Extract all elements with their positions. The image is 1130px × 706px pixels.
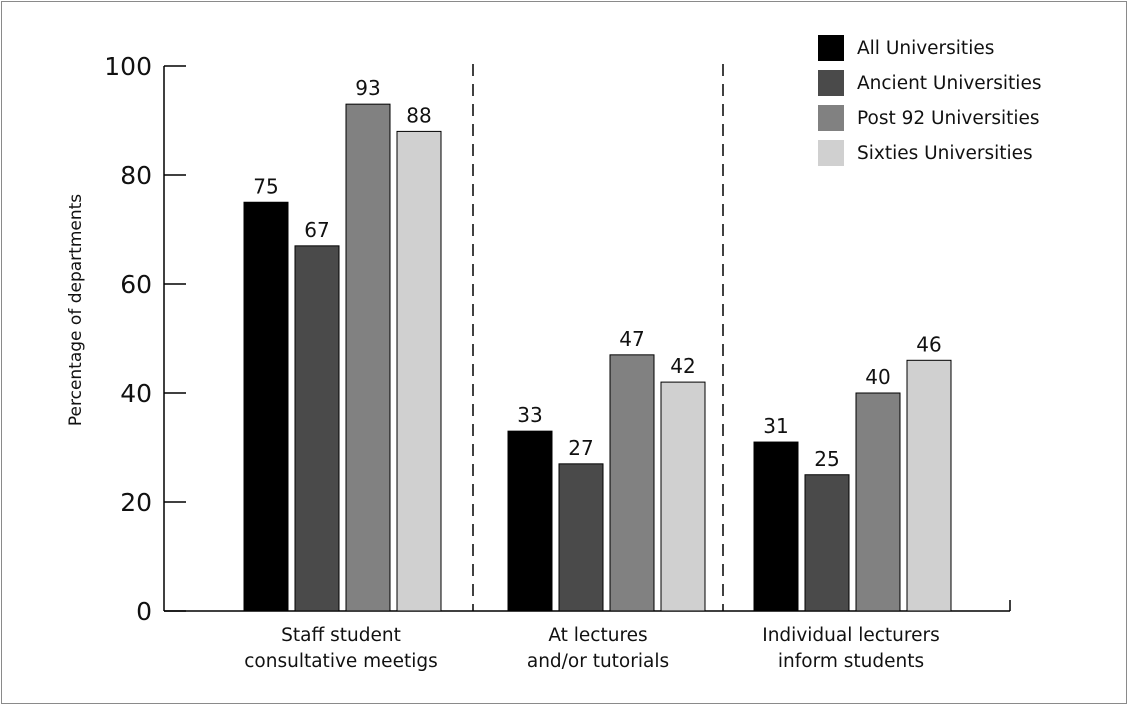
axes: 0 20 40 60 80 100 bbox=[104, 52, 1011, 626]
y-axis-title: Percentage of departments bbox=[66, 194, 86, 426]
bar bbox=[660, 381, 706, 612]
category-label-line: consultative meetigs bbox=[244, 651, 437, 672]
y-tick-label: 40 bbox=[120, 379, 152, 408]
bar-value-label: 46 bbox=[916, 332, 941, 356]
legend-swatch bbox=[818, 35, 844, 61]
bar bbox=[507, 430, 553, 612]
category-label-line: inform students bbox=[778, 651, 924, 672]
y-tick-label: 0 bbox=[136, 597, 152, 626]
bar-value-label: 25 bbox=[814, 447, 839, 471]
bar bbox=[243, 201, 289, 612]
category-label-line: At lectures bbox=[548, 625, 647, 646]
category-label-line: and/or tutorials bbox=[527, 651, 669, 672]
category-label-line: Individual lecturers bbox=[762, 625, 939, 646]
bar-value-label: 31 bbox=[763, 414, 788, 438]
category-label: At lectures and/or tutorials bbox=[527, 625, 669, 672]
bars bbox=[243, 103, 952, 612]
bar bbox=[804, 474, 850, 612]
bar-value-label: 42 bbox=[670, 354, 695, 378]
category-separators bbox=[472, 64, 724, 611]
legend-swatch bbox=[818, 140, 844, 166]
category-labels: Staff student consultative meetigs At lect… bbox=[244, 625, 939, 672]
legend-swatch bbox=[818, 70, 844, 96]
legend-label: Sixties Universities bbox=[857, 143, 1033, 164]
legend-swatch bbox=[818, 105, 844, 131]
bar-value-label: 33 bbox=[517, 403, 542, 427]
y-tick-label: 80 bbox=[120, 161, 152, 190]
legend-label: Ancient Universities bbox=[857, 73, 1041, 94]
bar bbox=[609, 354, 655, 612]
legend-label: Post 92 Universities bbox=[857, 108, 1040, 129]
category-label: Staff student consultative meetigs bbox=[244, 625, 437, 672]
y-tick-label: 60 bbox=[120, 270, 152, 299]
category-label: Individual lecturers inform students bbox=[762, 625, 939, 672]
bar bbox=[753, 441, 799, 612]
y-tick-label: 100 bbox=[104, 52, 152, 81]
bar-value-label: 47 bbox=[619, 327, 644, 351]
value-labels: 75 33 31 67 27 25 93 47 40 88 42 46 bbox=[253, 76, 941, 471]
bar-value-label: 40 bbox=[865, 365, 890, 389]
bar-value-label: 93 bbox=[355, 76, 380, 100]
bar bbox=[294, 245, 340, 612]
legend-label: All Universities bbox=[857, 38, 994, 59]
bar bbox=[558, 463, 604, 612]
bar-value-label: 67 bbox=[304, 218, 329, 242]
bar-value-label: 88 bbox=[406, 103, 431, 127]
bar bbox=[906, 359, 952, 612]
category-label-line: Staff student bbox=[281, 625, 401, 646]
bar bbox=[855, 392, 901, 612]
bar bbox=[345, 103, 391, 612]
bar-value-label: 75 bbox=[253, 174, 278, 198]
legend: All Universities Ancient Universities Post… bbox=[818, 35, 1041, 166]
bar bbox=[396, 130, 442, 612]
y-tick-label: 20 bbox=[120, 488, 152, 517]
bar-value-label: 27 bbox=[568, 436, 593, 460]
